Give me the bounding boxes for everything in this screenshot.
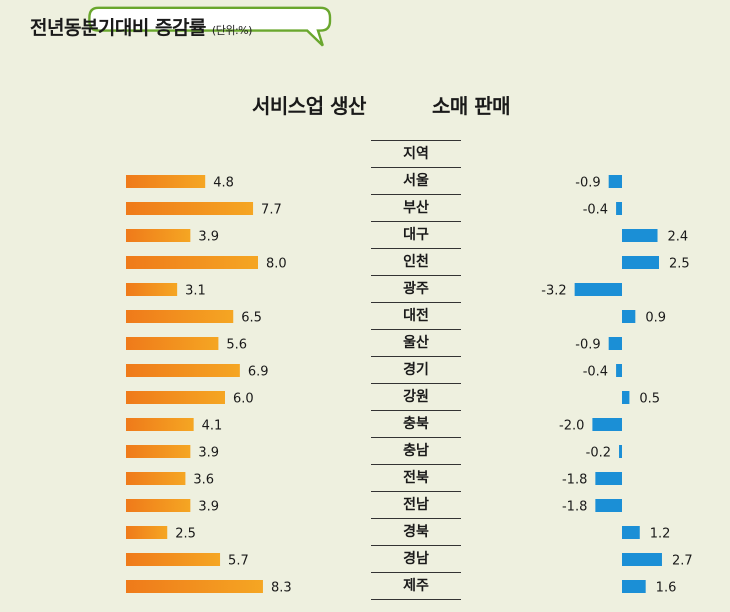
- service-production-bar: [126, 418, 194, 431]
- retail-sales-bar: [622, 310, 636, 323]
- service-production-value: 5.7: [228, 554, 249, 569]
- service-production-value: 2.5: [175, 527, 196, 542]
- retail-sales-value: -0.4: [583, 365, 608, 380]
- right-series-header: 소매 판매: [432, 94, 511, 118]
- retail-sales-value: -3.2: [541, 284, 566, 299]
- region-label: 강원: [371, 384, 461, 411]
- retail-sales-value: -0.4: [583, 203, 608, 218]
- retail-sales-value: -0.9: [575, 338, 600, 353]
- retail-sales-bar: [616, 364, 622, 377]
- chart-title: 전년동분기대비 증감률 (단위:%): [30, 13, 252, 40]
- region-label: 경기: [371, 357, 461, 384]
- region-label: 인천: [371, 249, 461, 276]
- service-production-value: 8.0: [266, 257, 287, 272]
- service-production-value: 3.9: [198, 230, 219, 245]
- region-label: 전남: [371, 492, 461, 519]
- service-production-bar: [126, 256, 258, 269]
- service-production-value: 6.5: [241, 311, 262, 326]
- region-label: 제주: [371, 573, 461, 600]
- retail-sales-bar: [622, 526, 640, 539]
- region-label: 충북: [371, 411, 461, 438]
- left-series-header: 서비스업 생산: [252, 94, 366, 118]
- retail-sales-value: 2.4: [668, 230, 689, 245]
- retail-sales-value: -1.8: [562, 500, 587, 515]
- region-label: 대전: [371, 303, 461, 330]
- region-header: 지역: [371, 141, 461, 168]
- title-bubble: [88, 6, 332, 47]
- region-label: 울산: [371, 330, 461, 357]
- service-production-value: 3.9: [198, 500, 219, 515]
- retail-sales-value: 2.7: [672, 554, 693, 569]
- service-production-value: 3.6: [193, 473, 214, 488]
- service-production-bar: [126, 472, 186, 485]
- region-label: 경남: [371, 546, 461, 573]
- retail-sales-value: -2.0: [559, 419, 584, 434]
- retail-sales-bar: [622, 553, 662, 566]
- retail-sales-bar: [595, 499, 622, 512]
- retail-sales-value: 0.9: [645, 311, 666, 326]
- retail-sales-bar: [592, 418, 622, 431]
- service-production-value: 6.0: [233, 392, 254, 407]
- retail-sales-bar: [622, 256, 659, 269]
- retail-sales-value: 1.6: [656, 581, 677, 596]
- region-label: 부산: [371, 195, 461, 222]
- service-production-value: 6.9: [248, 365, 269, 380]
- service-production-value: 8.3: [271, 581, 292, 596]
- retail-sales-value: -1.8: [562, 473, 587, 488]
- service-production-bar: [126, 391, 225, 404]
- service-production-bar: [126, 445, 191, 458]
- region-label: 전북: [371, 465, 461, 492]
- service-production-bar: [126, 499, 191, 512]
- retail-sales-value: 1.2: [650, 527, 671, 542]
- retail-sales-bar: [595, 472, 622, 485]
- service-production-bar: [126, 229, 191, 242]
- service-production-bar: [126, 175, 206, 188]
- retail-sales-bar: [619, 445, 622, 458]
- chart-title-main: 전년동분기대비 증감률: [30, 17, 206, 39]
- service-production-value: 3.9: [198, 446, 219, 461]
- retail-sales-bar: [574, 283, 622, 296]
- service-production-value: 7.7: [261, 203, 282, 218]
- service-production-bar: [126, 283, 178, 296]
- service-production-bar: [126, 310, 234, 323]
- service-production-value: 4.8: [213, 176, 234, 191]
- region-column: 지역 서울 부산 대구 인천 광주 대전 울산 경기 강원 충북 충남 전북 전남 경북 경남 제주: [371, 140, 461, 600]
- service-production-value: 4.1: [202, 419, 223, 434]
- retail-sales-value: 2.5: [669, 257, 690, 272]
- retail-sales-bar: [608, 175, 622, 188]
- retail-sales-bar: [622, 580, 646, 593]
- region-label: 충남: [371, 438, 461, 465]
- service-production-value: 5.6: [226, 338, 247, 353]
- retail-sales-bar: [622, 391, 630, 404]
- service-production-bar: [126, 364, 240, 377]
- region-label: 대구: [371, 222, 461, 249]
- retail-sales-bar: [608, 337, 622, 350]
- service-production-bar: [126, 580, 263, 593]
- service-production-value: 3.1: [185, 284, 206, 299]
- retail-sales-value: -0.9: [575, 176, 600, 191]
- service-production-bar: [126, 526, 168, 539]
- service-production-bar: [126, 337, 219, 350]
- chart-title-unit: (단위:%): [211, 24, 252, 37]
- retail-sales-value: 0.5: [639, 392, 660, 407]
- region-label: 광주: [371, 276, 461, 303]
- service-production-bar: [126, 202, 254, 215]
- region-label: 경북: [371, 519, 461, 546]
- region-label: 서울: [371, 168, 461, 195]
- retail-sales-bar: [622, 229, 658, 242]
- service-production-bar: [126, 553, 221, 566]
- retail-sales-value: -0.2: [586, 446, 611, 461]
- retail-sales-bar: [616, 202, 622, 215]
